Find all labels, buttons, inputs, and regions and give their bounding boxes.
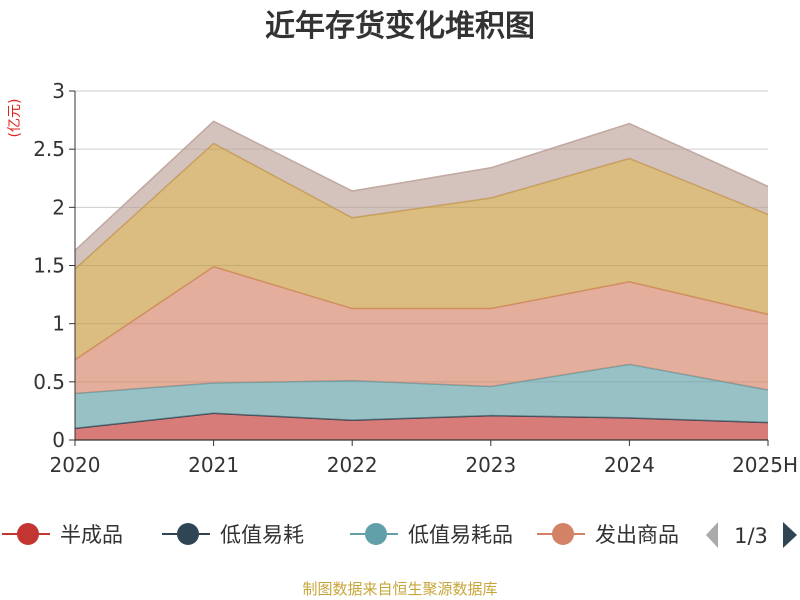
chart-title: 近年存货变化堆积图 — [265, 9, 535, 44]
x-tick-label: 2021 — [188, 453, 239, 477]
legend-item-0[interactable]: 半成品 — [2, 523, 123, 547]
legend-marker-icon — [177, 523, 199, 545]
x-tick-label: 2024 — [604, 453, 655, 477]
x-tick-label: 2022 — [327, 453, 378, 477]
y-tick-label: 0 — [52, 428, 65, 452]
series-line-5 — [74, 120, 769, 251]
area-series-0 — [75, 413, 768, 440]
legend-marker-icon — [17, 523, 39, 545]
y-tick-label: 2 — [52, 195, 65, 219]
area-series-3 — [75, 266, 768, 394]
area-series — [74, 120, 769, 440]
x-tick-label: 2023 — [465, 453, 516, 477]
legend: 半成品 低值易耗 低值易耗品 发出商品 — [2, 523, 679, 547]
y-tick-label: 1 — [52, 312, 65, 336]
x-tick-label: 2020 — [50, 453, 101, 477]
area-series-2 — [75, 364, 768, 429]
legend-marker-icon — [365, 523, 387, 545]
legend-label: 发出商品 — [595, 523, 679, 547]
y-tick-label: 2.5 — [33, 137, 65, 161]
legend-next-page-icon[interactable] — [783, 522, 797, 548]
x-axis-ticks: 2020 2021 2022 2023 2024 2025H — [50, 440, 798, 477]
legend-label: 低值易耗品 — [408, 523, 513, 547]
y-tick-label: 0.5 — [33, 370, 65, 394]
area-series-5 — [75, 121, 768, 269]
legend-item-3[interactable]: 发出商品 — [537, 523, 679, 547]
y-tick-label: 1.5 — [33, 254, 65, 278]
legend-label: 低值易耗 — [220, 523, 304, 547]
legend-prev-page-icon[interactable] — [706, 522, 718, 548]
legend-pager: 1/3 — [706, 522, 797, 548]
legend-page-indicator: 1/3 — [734, 524, 768, 548]
legend-label: 半成品 — [60, 523, 123, 547]
legend-item-2[interactable]: 低值易耗品 — [350, 523, 513, 547]
x-tick-label: 2025H — [732, 453, 798, 477]
y-axis-ticks: 0 0.5 1 1.5 2 2.5 3 — [33, 79, 75, 452]
y-axis-unit: (亿元) — [7, 99, 23, 138]
legend-marker-icon — [552, 523, 574, 545]
legend-item-1[interactable]: 低值易耗 — [162, 523, 304, 547]
y-tick-label: 3 — [52, 79, 65, 103]
data-source-note: 制图数据来自恒生聚源数据库 — [302, 580, 497, 598]
area-series-4 — [75, 143, 768, 360]
